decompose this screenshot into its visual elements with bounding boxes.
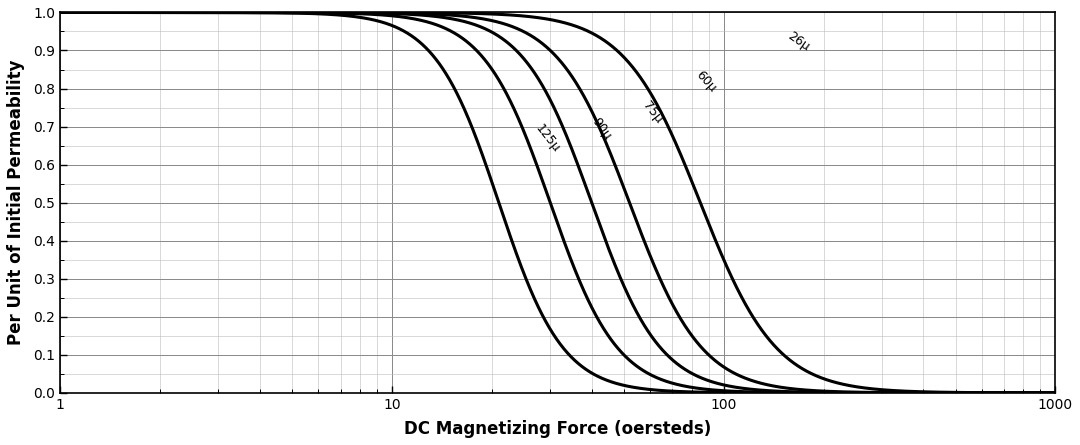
X-axis label: DC Magnetizing Force (oersteds): DC Magnetizing Force (oersteds) [404, 420, 712, 438]
Text: 75μ: 75μ [640, 100, 665, 126]
Text: 125μ: 125μ [532, 122, 563, 155]
Text: 60μ: 60μ [693, 69, 718, 95]
Y-axis label: Per Unit of Initial Permeability: Per Unit of Initial Permeability [6, 60, 25, 345]
Text: 26μ: 26μ [785, 29, 812, 53]
Text: 90μ: 90μ [590, 115, 613, 142]
